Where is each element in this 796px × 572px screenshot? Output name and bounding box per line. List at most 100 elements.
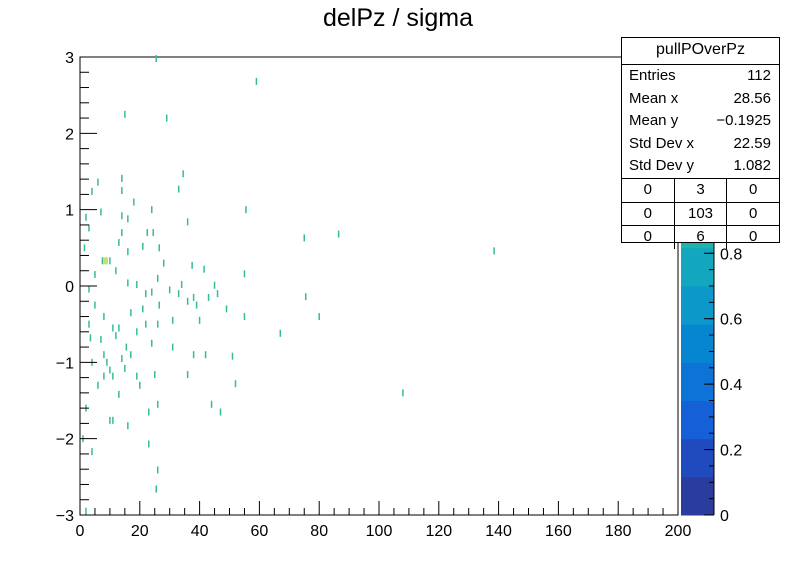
palette-swatch <box>681 362 714 401</box>
histogram-cell <box>142 305 144 313</box>
histogram-cell <box>100 335 102 343</box>
histogram-cell <box>103 313 105 321</box>
stats-row-mean-x: Mean x 28.56 <box>622 88 779 111</box>
histogram-cell <box>146 229 149 237</box>
histogram-cell <box>216 290 219 298</box>
histogram-cell <box>210 400 213 408</box>
stats-key: Mean x <box>629 89 679 107</box>
histogram-cell <box>109 416 111 424</box>
histogram-cell <box>115 267 117 275</box>
histogram-cell <box>156 320 159 328</box>
palette-swatch <box>681 400 714 440</box>
stats-value: 28.56 <box>733 89 771 107</box>
histogram-cell <box>136 280 138 288</box>
histogram-cell <box>97 381 99 389</box>
x-tick-label: 20 <box>131 523 149 540</box>
histogram-cell <box>151 339 153 347</box>
histogram-cell <box>85 507 87 515</box>
palette-swatch <box>681 476 714 516</box>
stats-key: Std Dev x <box>629 134 695 152</box>
histogram-cell <box>186 371 189 379</box>
histogram-cell <box>165 114 168 122</box>
x-tick-label: 40 <box>191 523 209 540</box>
histogram-cell <box>219 408 222 416</box>
histogram-cell <box>156 274 159 282</box>
histogram-cell <box>109 257 111 265</box>
histogram-cell <box>168 286 171 294</box>
plot-frame <box>79 56 679 516</box>
y-tick-label: 1 <box>65 203 74 220</box>
histogram-cell <box>155 55 157 63</box>
histogram-cell <box>127 248 129 256</box>
stats-row-std-x: Std Dev x 22.59 <box>622 133 779 156</box>
histogram-cell <box>136 328 138 336</box>
histogram-cell <box>171 316 174 324</box>
histogram-cell <box>154 371 156 379</box>
histogram-cell <box>118 390 120 398</box>
histogram-cell <box>151 288 153 296</box>
histogram-cell <box>103 372 105 380</box>
x-tick-label: 180 <box>605 523 632 540</box>
histogram-cell <box>243 270 246 278</box>
histogram-cell <box>213 281 216 289</box>
histogram-cell <box>109 366 111 374</box>
histogram-cell <box>207 293 210 301</box>
histogram-cell <box>124 110 126 118</box>
z-tick-label: 0.2 <box>720 443 742 460</box>
histogram-cell <box>83 244 86 252</box>
histogram-cell <box>162 259 165 267</box>
stats-row-std-y: Std Dev y 1.082 <box>622 155 779 178</box>
histogram-cell <box>88 285 90 293</box>
chart-title: delPz / sigma <box>322 4 474 32</box>
histogram-cell <box>192 293 195 301</box>
histogram-cell <box>127 215 129 223</box>
histogram-cell <box>203 265 205 273</box>
x-tick-label: 140 <box>485 523 512 540</box>
histogram-cell <box>115 332 117 340</box>
overflow-cell: 6 <box>675 226 728 249</box>
histogram-cell <box>243 313 246 321</box>
overflow-cell: 0 <box>749 180 758 198</box>
histogram-cell <box>304 293 307 301</box>
overflow-cell: 0 <box>749 228 758 246</box>
palette-swatch <box>681 438 714 478</box>
histogram-cell <box>156 466 159 474</box>
x-tick-label: 120 <box>425 523 452 540</box>
stats-value: 112 <box>747 67 771 84</box>
z-tick-label: 0.6 <box>720 312 742 329</box>
histogram-cell <box>139 381 141 389</box>
stats-row-entries: Entries 112 <box>622 65 779 88</box>
histogram-cell <box>124 364 126 372</box>
histogram-cell <box>186 297 189 305</box>
histogram-cell <box>156 400 159 408</box>
stats-box: pullPOverPz Entries 112 Mean x 28.56 Mea… <box>621 37 780 249</box>
z-tick-label: 0.4 <box>720 377 742 394</box>
histogram-cell <box>245 206 247 214</box>
histogram-cell <box>89 334 92 342</box>
overflow-grid: 0 3 0 0 103 0 0 6 0 <box>622 177 779 249</box>
histogram-cell <box>88 320 90 328</box>
histogram-cell <box>91 187 93 195</box>
histogram-cell <box>100 208 102 216</box>
histogram-cell <box>155 485 157 493</box>
y-tick-label: −2 <box>56 432 74 449</box>
histogram-cell <box>182 170 184 178</box>
histogram-cell <box>112 324 114 332</box>
histogram-cell <box>337 230 340 238</box>
histogram-cell <box>192 351 195 359</box>
histogram-cell <box>142 242 144 250</box>
histogram-cell <box>127 422 129 430</box>
overflow-cell: 0 <box>622 202 675 226</box>
histogram-cell <box>158 301 160 309</box>
x-tick-label: 200 <box>665 523 692 540</box>
histogram-cell <box>204 351 207 359</box>
histogram-cell <box>180 280 183 288</box>
histogram-cell <box>112 416 114 424</box>
histogram-cell <box>94 271 96 279</box>
histogram-cell <box>158 244 160 252</box>
x-tick-label: 0 <box>76 523 85 540</box>
histogram-cell <box>177 185 180 193</box>
histogram-cell <box>118 324 120 332</box>
histogram-cell <box>195 301 198 309</box>
